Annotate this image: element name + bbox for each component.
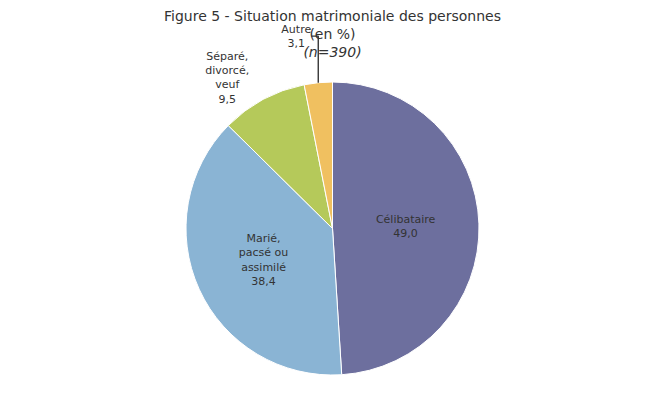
svg-text:Célibataire49,0: Célibataire49,0 [376,213,436,240]
svg-text:Séparé,divorcé,veuf9,5: Séparé,divorcé,veuf9,5 [205,50,249,106]
svg-text:Marié,pacsé ouassimilé38,4: Marié,pacsé ouassimilé38,4 [239,232,288,288]
svg-text:Figure 5 - Situation matrimoni: Figure 5 - Situation matrimoniale des pe… [164,8,501,60]
svg-text:Autre3,1: Autre3,1 [281,23,311,50]
